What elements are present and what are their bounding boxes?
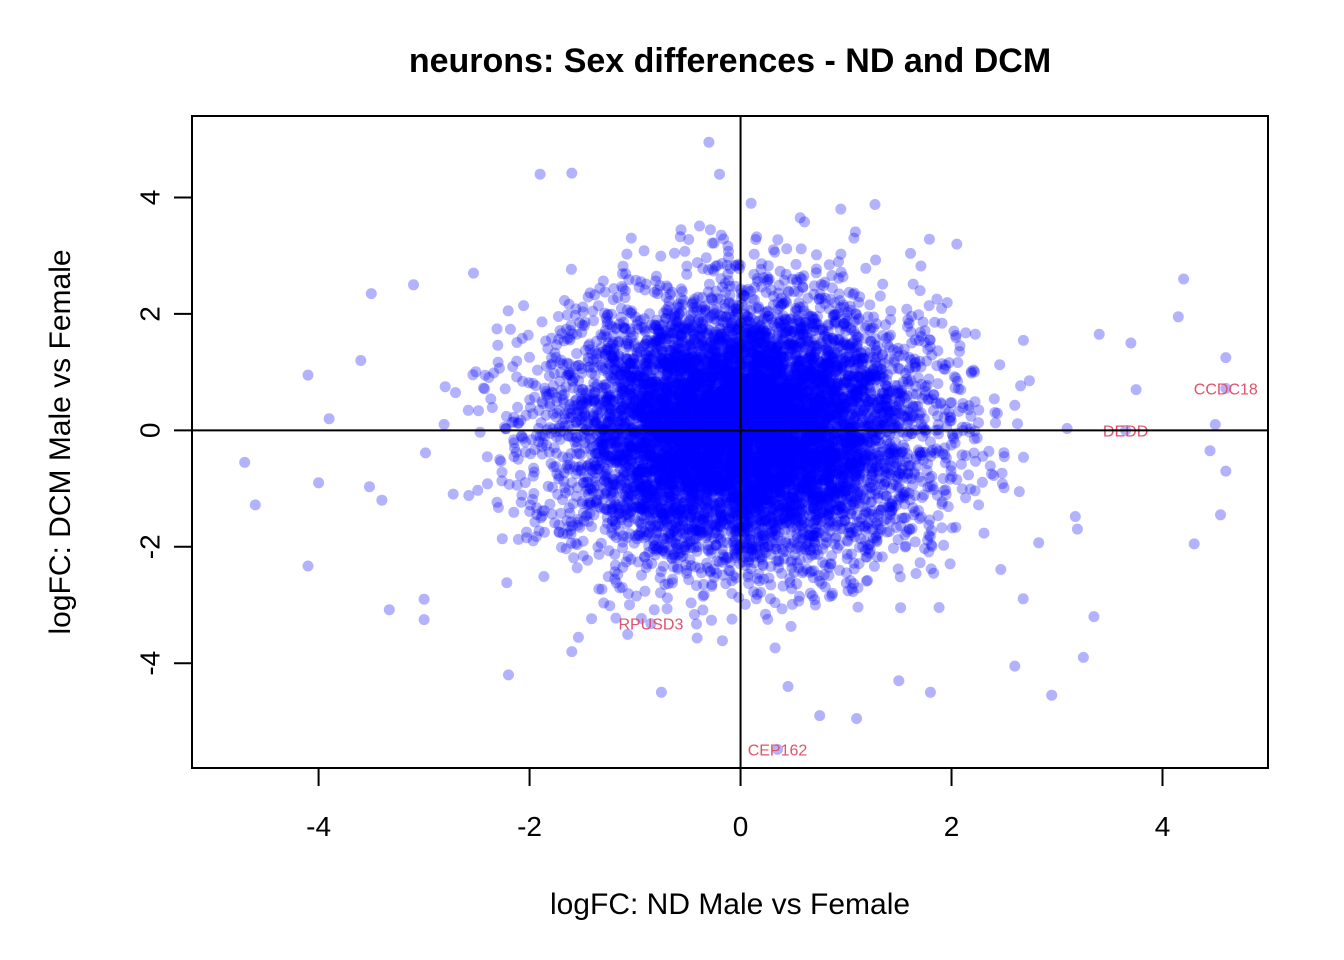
data-point bbox=[500, 383, 511, 394]
data-point bbox=[717, 635, 728, 646]
data-point bbox=[543, 481, 554, 492]
data-point bbox=[669, 248, 680, 259]
data-point bbox=[676, 224, 687, 235]
data-point bbox=[593, 584, 604, 595]
data-point bbox=[518, 300, 529, 311]
data-point bbox=[860, 263, 871, 274]
data-point bbox=[786, 621, 797, 632]
data-point bbox=[963, 469, 974, 480]
data-point bbox=[537, 316, 548, 327]
data-point bbox=[945, 558, 956, 569]
data-point bbox=[548, 461, 559, 472]
points-layer bbox=[239, 137, 1231, 755]
data-point bbox=[772, 234, 783, 245]
data-point bbox=[439, 419, 450, 430]
data-point bbox=[770, 642, 781, 653]
data-point bbox=[511, 371, 522, 382]
data-point bbox=[692, 633, 703, 644]
data-point bbox=[915, 285, 926, 296]
data-point bbox=[639, 245, 650, 256]
data-point bbox=[549, 442, 560, 453]
data-point bbox=[468, 268, 479, 279]
data-point bbox=[492, 340, 503, 351]
data-point bbox=[487, 402, 498, 413]
data-point bbox=[722, 269, 733, 280]
data-point bbox=[1018, 452, 1029, 463]
data-point bbox=[1009, 400, 1020, 411]
data-point bbox=[1070, 511, 1081, 522]
data-point bbox=[727, 614, 738, 625]
data-point bbox=[950, 522, 961, 533]
data-point bbox=[364, 481, 375, 492]
data-point bbox=[448, 489, 459, 500]
chart-title: neurons: Sex differences - ND and DCM bbox=[409, 42, 1051, 80]
data-point bbox=[662, 603, 673, 614]
data-point bbox=[621, 249, 632, 260]
data-point bbox=[482, 451, 493, 462]
data-point bbox=[835, 249, 846, 260]
data-point bbox=[538, 571, 549, 582]
data-point bbox=[512, 402, 523, 413]
data-point bbox=[529, 467, 540, 478]
data-point bbox=[572, 562, 583, 573]
data-point bbox=[691, 619, 702, 630]
data-point bbox=[592, 542, 603, 553]
data-point bbox=[905, 248, 916, 259]
data-point bbox=[888, 543, 899, 554]
data-point bbox=[977, 477, 988, 488]
data-point bbox=[649, 604, 660, 615]
data-point bbox=[559, 295, 570, 306]
data-point bbox=[450, 387, 461, 398]
data-point bbox=[994, 359, 1005, 370]
data-point bbox=[492, 323, 503, 334]
data-point bbox=[639, 586, 650, 597]
data-point bbox=[730, 281, 741, 292]
data-point bbox=[475, 427, 486, 438]
data-point bbox=[566, 264, 577, 275]
data-point bbox=[624, 599, 635, 610]
data-point bbox=[705, 224, 716, 235]
data-point bbox=[681, 269, 692, 280]
data-point bbox=[1018, 593, 1029, 604]
data-point bbox=[926, 563, 937, 574]
data-point bbox=[384, 604, 395, 615]
data-point bbox=[578, 550, 589, 561]
data-point bbox=[1012, 418, 1023, 429]
data-point bbox=[508, 507, 519, 518]
data-point bbox=[940, 360, 951, 371]
data-point bbox=[781, 243, 792, 254]
data-point bbox=[577, 302, 588, 313]
data-point bbox=[501, 577, 512, 588]
data-point bbox=[870, 255, 881, 266]
data-point bbox=[482, 478, 493, 489]
data-point bbox=[609, 549, 620, 560]
data-point bbox=[472, 485, 483, 496]
data-point bbox=[1018, 335, 1029, 346]
data-point bbox=[568, 552, 579, 563]
data-point bbox=[990, 417, 1001, 428]
data-point bbox=[973, 499, 984, 510]
data-point bbox=[512, 480, 523, 491]
data-point bbox=[749, 249, 760, 260]
data-point bbox=[586, 613, 597, 624]
data-point bbox=[505, 324, 516, 335]
data-point bbox=[811, 249, 822, 260]
data-point bbox=[644, 308, 655, 319]
